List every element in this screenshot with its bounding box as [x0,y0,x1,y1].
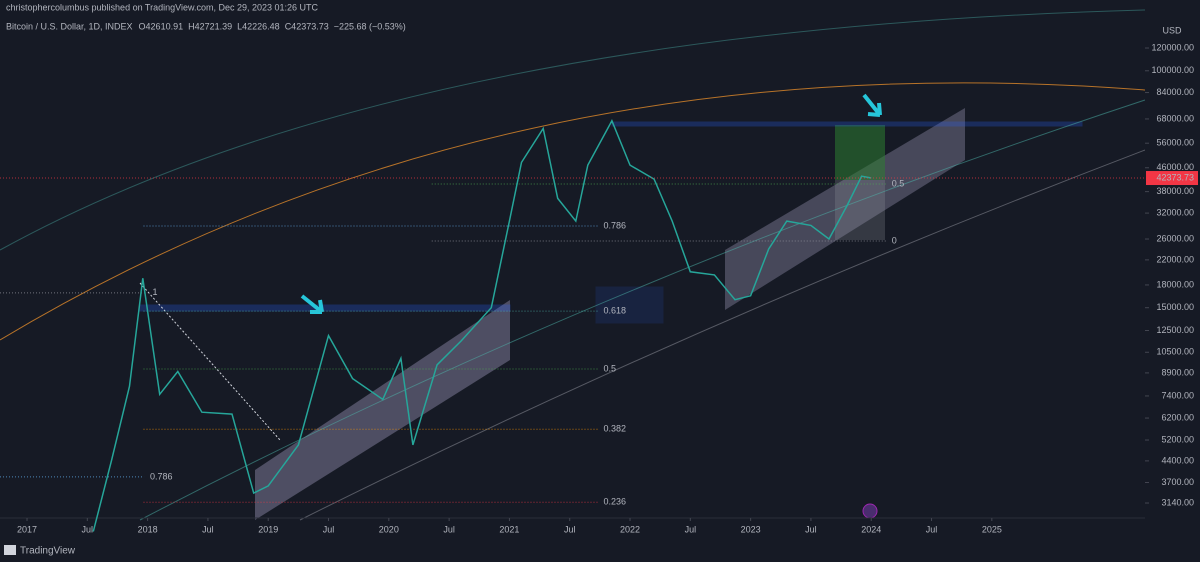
price-line [92,119,872,532]
x-tick-label: Jul [685,524,697,534]
fib-box [595,286,664,324]
x-tick-label: Jul [926,524,938,534]
fib-label: 1 [152,287,157,297]
fib-label: 0.618 [603,305,626,315]
brand: TradingView [20,546,76,557]
ohlc-value: −225.68 (−0.53%) [334,21,406,31]
y-tick-label: 22000.00 [1156,254,1194,264]
trend-curve [0,9,1146,251]
logo [4,545,16,555]
trend-curve [139,99,1146,521]
target-box [835,125,885,180]
ohlc-value: L42226.48 [237,21,280,31]
y-tick-label: 38000.00 [1156,186,1194,196]
x-tick-label: 2024 [861,524,881,534]
stop-box [835,180,885,240]
y-tick-label: 120000.00 [1151,42,1194,52]
currency: USD [1162,25,1182,35]
y-tick-label: 100000.00 [1151,65,1194,75]
fib-label: 0.5 [892,178,905,188]
arrow [862,93,882,117]
fib-label: 0.382 [603,424,626,434]
x-tick-label: 2022 [620,524,640,534]
fib-label: 0.786 [603,220,626,230]
trend-curve [0,82,1146,341]
y-tick-label: 5200.00 [1161,434,1194,444]
fib-label: 0.236 [603,497,626,507]
trend-line [139,282,281,441]
y-tick-label: 26000.00 [1156,233,1194,243]
fib-label: 0.786 [150,471,173,481]
fib-label: 0.5 [603,363,616,373]
y-tick-label: 8900.00 [1161,367,1194,377]
y-tick-label: 7400.00 [1161,390,1194,400]
resistance-box [139,304,511,312]
ohlc-value: O42610.91 [139,21,184,31]
y-tick-label: 56000.00 [1156,138,1194,148]
y-tick-label: 3140.00 [1161,497,1194,507]
x-tick-label: 2020 [379,524,399,534]
x-tick-label: Jul [805,524,817,534]
resistance-box [611,121,1083,127]
y-tick-label: 15000.00 [1156,302,1194,312]
price-axis [1145,0,1200,540]
fib-label: 0 [892,235,897,245]
x-tick-label: 2019 [258,524,278,534]
x-tick-label: 2021 [499,524,519,534]
trend-curve [299,149,1146,521]
y-tick-label: 18000.00 [1156,279,1194,289]
x-tick-label: 2017 [17,524,37,534]
ohlc-value: H42721.39 [188,21,232,31]
x-tick-label: Jul [564,524,576,534]
publisher: christophercolumbus published on Trading… [6,2,319,12]
x-tick-label: 2018 [138,524,158,534]
y-tick-label: 32000.00 [1156,207,1194,217]
arrow [300,294,324,314]
x-tick-label: 2025 [982,524,1002,534]
y-tick-label: 84000.00 [1156,87,1194,97]
y-tick-label: 10500.00 [1156,347,1194,357]
y-tick-label: 12500.00 [1156,325,1194,335]
y-tick-label: 4400.00 [1161,455,1194,465]
x-tick-label: Jul [202,524,214,534]
symbol: Bitcoin / U.S. Dollar, 1D, INDEX [6,21,133,31]
last-price-label: 42373.73 [1156,172,1194,182]
y-tick-label: 3700.00 [1161,477,1194,487]
x-tick-label: Jul [443,524,455,534]
x-tick-label: Jul [323,524,335,534]
y-tick-label: 46000.00 [1156,162,1194,172]
y-tick-label: 6200.00 [1161,412,1194,422]
x-tick-label: Jul [82,524,94,534]
x-tick-label: 2023 [741,524,761,534]
last-price-box [1146,171,1198,186]
event-icon [862,503,878,519]
y-tick-label: 68000.00 [1156,113,1194,123]
ohlc-value: C42373.73 [285,21,329,31]
